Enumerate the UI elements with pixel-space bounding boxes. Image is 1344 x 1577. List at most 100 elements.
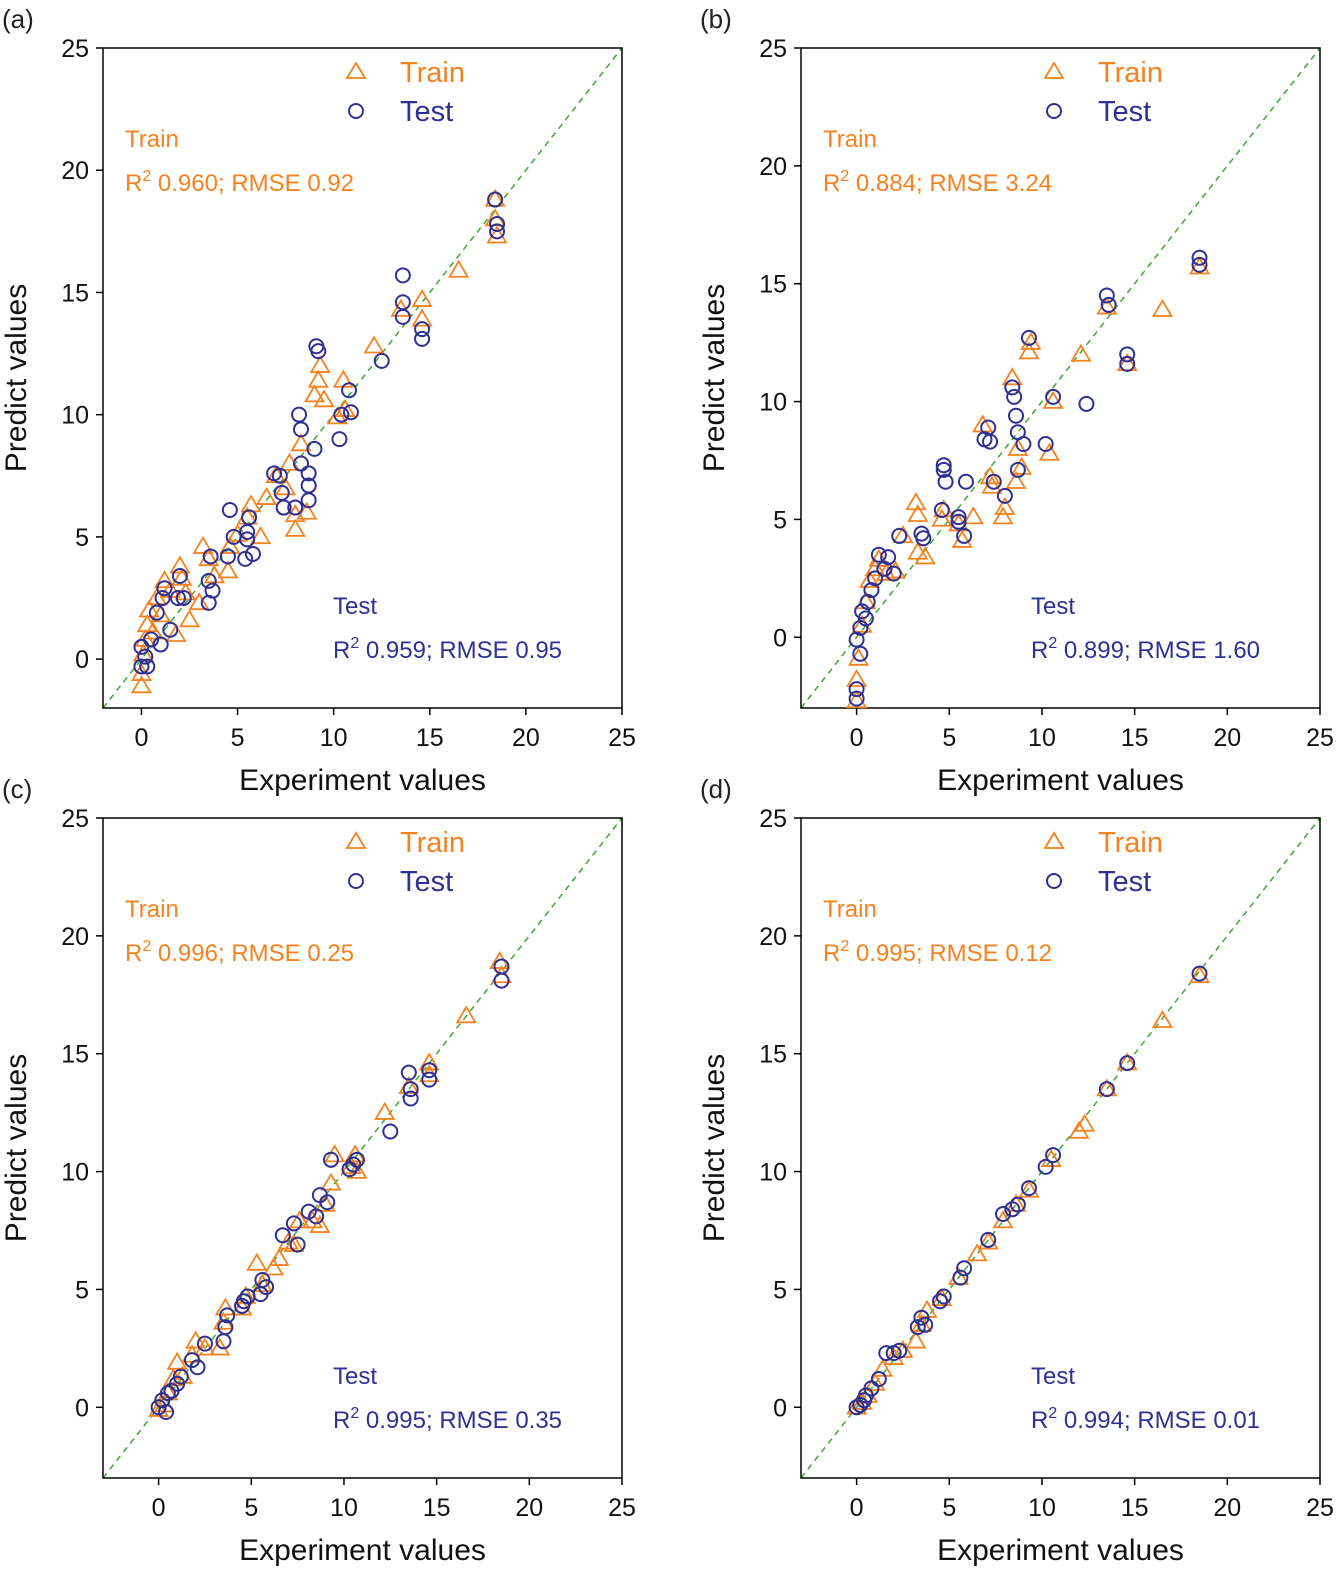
test-point bbox=[1191, 256, 1208, 273]
panel-label: (b) bbox=[700, 4, 732, 34]
y-tick-label: 25 bbox=[61, 35, 89, 63]
test-point bbox=[235, 1293, 252, 1310]
train-annotation-title: Train bbox=[125, 896, 179, 923]
x-tick-label: 5 bbox=[231, 724, 245, 752]
test-point bbox=[950, 513, 967, 530]
test-point bbox=[287, 499, 304, 516]
test-point bbox=[933, 502, 950, 518]
train-point bbox=[169, 555, 191, 574]
test-point bbox=[957, 473, 974, 490]
train-point bbox=[250, 526, 272, 545]
x-tick-label: 0 bbox=[134, 724, 148, 752]
train-point bbox=[209, 1337, 231, 1356]
x-tick-label: 10 bbox=[330, 1494, 358, 1522]
x-tick-label: 25 bbox=[608, 724, 636, 752]
metrics-text: 0.995; RMSE 0.12 bbox=[849, 940, 1052, 967]
panel-label: (d) bbox=[700, 774, 732, 804]
test-point bbox=[493, 972, 510, 989]
train-annotation-title: Train bbox=[823, 896, 877, 923]
train-point bbox=[290, 433, 312, 452]
legend-test-label: Test bbox=[400, 96, 453, 128]
train-point bbox=[859, 569, 881, 588]
train-point bbox=[418, 1052, 440, 1071]
test-point bbox=[219, 1307, 236, 1324]
train-point bbox=[136, 614, 158, 633]
r-superscript: 2 bbox=[350, 1405, 359, 1422]
y-tick-label: 15 bbox=[61, 279, 89, 307]
legend-test-label: Test bbox=[400, 866, 453, 898]
x-tick-label: 5 bbox=[244, 1494, 258, 1522]
test-point bbox=[1191, 249, 1208, 266]
test-point bbox=[937, 473, 954, 490]
test-point bbox=[1098, 1081, 1115, 1098]
test-point bbox=[414, 330, 431, 347]
test-point bbox=[169, 590, 186, 606]
test-point bbox=[239, 531, 256, 548]
test-point bbox=[275, 499, 292, 516]
test-point bbox=[935, 457, 952, 474]
legend-train-label: Train bbox=[400, 57, 465, 89]
train-annotation-metrics: R2 0.996; RMSE 0.25 bbox=[125, 938, 354, 967]
train-point bbox=[905, 492, 927, 511]
train-point bbox=[1018, 341, 1040, 360]
panel-2: (c) 0 5 10 15 20 25 0 5 10 15 20 25 Experiment values… bbox=[0, 774, 636, 1567]
r-symbol: R bbox=[1031, 1407, 1048, 1434]
test-point bbox=[241, 509, 258, 526]
test-point bbox=[885, 565, 902, 582]
y-tick-label: 15 bbox=[61, 1041, 89, 1069]
y-tick-label: 0 bbox=[75, 646, 89, 674]
test-point bbox=[300, 492, 317, 509]
metrics-text: 0.995; RMSE 0.35 bbox=[359, 1407, 562, 1434]
train-point bbox=[1070, 343, 1092, 362]
legend-train-marker bbox=[345, 61, 367, 79]
train-point bbox=[977, 1231, 999, 1250]
plot-frame bbox=[102, 47, 623, 709]
train-point bbox=[226, 523, 249, 542]
test-point bbox=[935, 1288, 952, 1305]
test-point bbox=[489, 216, 506, 232]
diagonal-line bbox=[800, 817, 1321, 1479]
test-point bbox=[348, 1151, 365, 1168]
test-point bbox=[306, 440, 323, 457]
x-tick-label: 0 bbox=[152, 1494, 166, 1522]
test-point bbox=[345, 1156, 362, 1173]
test-point bbox=[1037, 1158, 1054, 1175]
x-axis-title: Experiment values bbox=[239, 1534, 486, 1567]
r-symbol: R bbox=[823, 940, 840, 967]
test-point bbox=[148, 604, 165, 621]
test-point bbox=[848, 690, 865, 707]
test-point bbox=[285, 1215, 302, 1232]
test-point bbox=[1100, 296, 1117, 313]
test-point bbox=[271, 467, 288, 484]
legend-test-marker bbox=[1046, 103, 1062, 119]
legend-test-marker bbox=[348, 103, 364, 119]
x-tick-label: 20 bbox=[515, 1494, 543, 1522]
y-tick-label: 25 bbox=[759, 35, 787, 63]
train-point bbox=[1005, 470, 1027, 489]
y-tick-label: 5 bbox=[75, 524, 89, 552]
y-axis-title: Predict values bbox=[0, 1054, 33, 1242]
train-point bbox=[217, 560, 239, 579]
y-axis-title: Predict values bbox=[698, 284, 731, 472]
r-symbol: R bbox=[125, 940, 142, 967]
y-tick-label: 0 bbox=[773, 624, 787, 652]
x-tick-label: 15 bbox=[1121, 724, 1149, 752]
train-point bbox=[214, 1297, 236, 1316]
x-tick-label: 25 bbox=[608, 1494, 636, 1522]
test-point bbox=[202, 548, 219, 565]
panel-1: (b) 0 5 10 15 20 25 0 5 10 15 20 25 Experiment values… bbox=[698, 4, 1334, 797]
x-tick-label: 20 bbox=[1213, 1494, 1241, 1522]
test-point bbox=[867, 570, 884, 587]
y-tick-label: 10 bbox=[61, 402, 89, 430]
train-point bbox=[165, 623, 187, 642]
x-tick-label: 0 bbox=[850, 724, 864, 752]
x-tick-label: 10 bbox=[1028, 1494, 1056, 1522]
test-point bbox=[956, 1260, 973, 1277]
r-superscript: 2 bbox=[142, 168, 151, 185]
legend-test-marker bbox=[348, 873, 364, 889]
x-tick-label: 25 bbox=[1306, 1494, 1334, 1522]
test-point bbox=[196, 1335, 213, 1352]
test-point bbox=[382, 1123, 399, 1140]
test-point bbox=[189, 1359, 206, 1376]
train-point bbox=[307, 369, 329, 388]
